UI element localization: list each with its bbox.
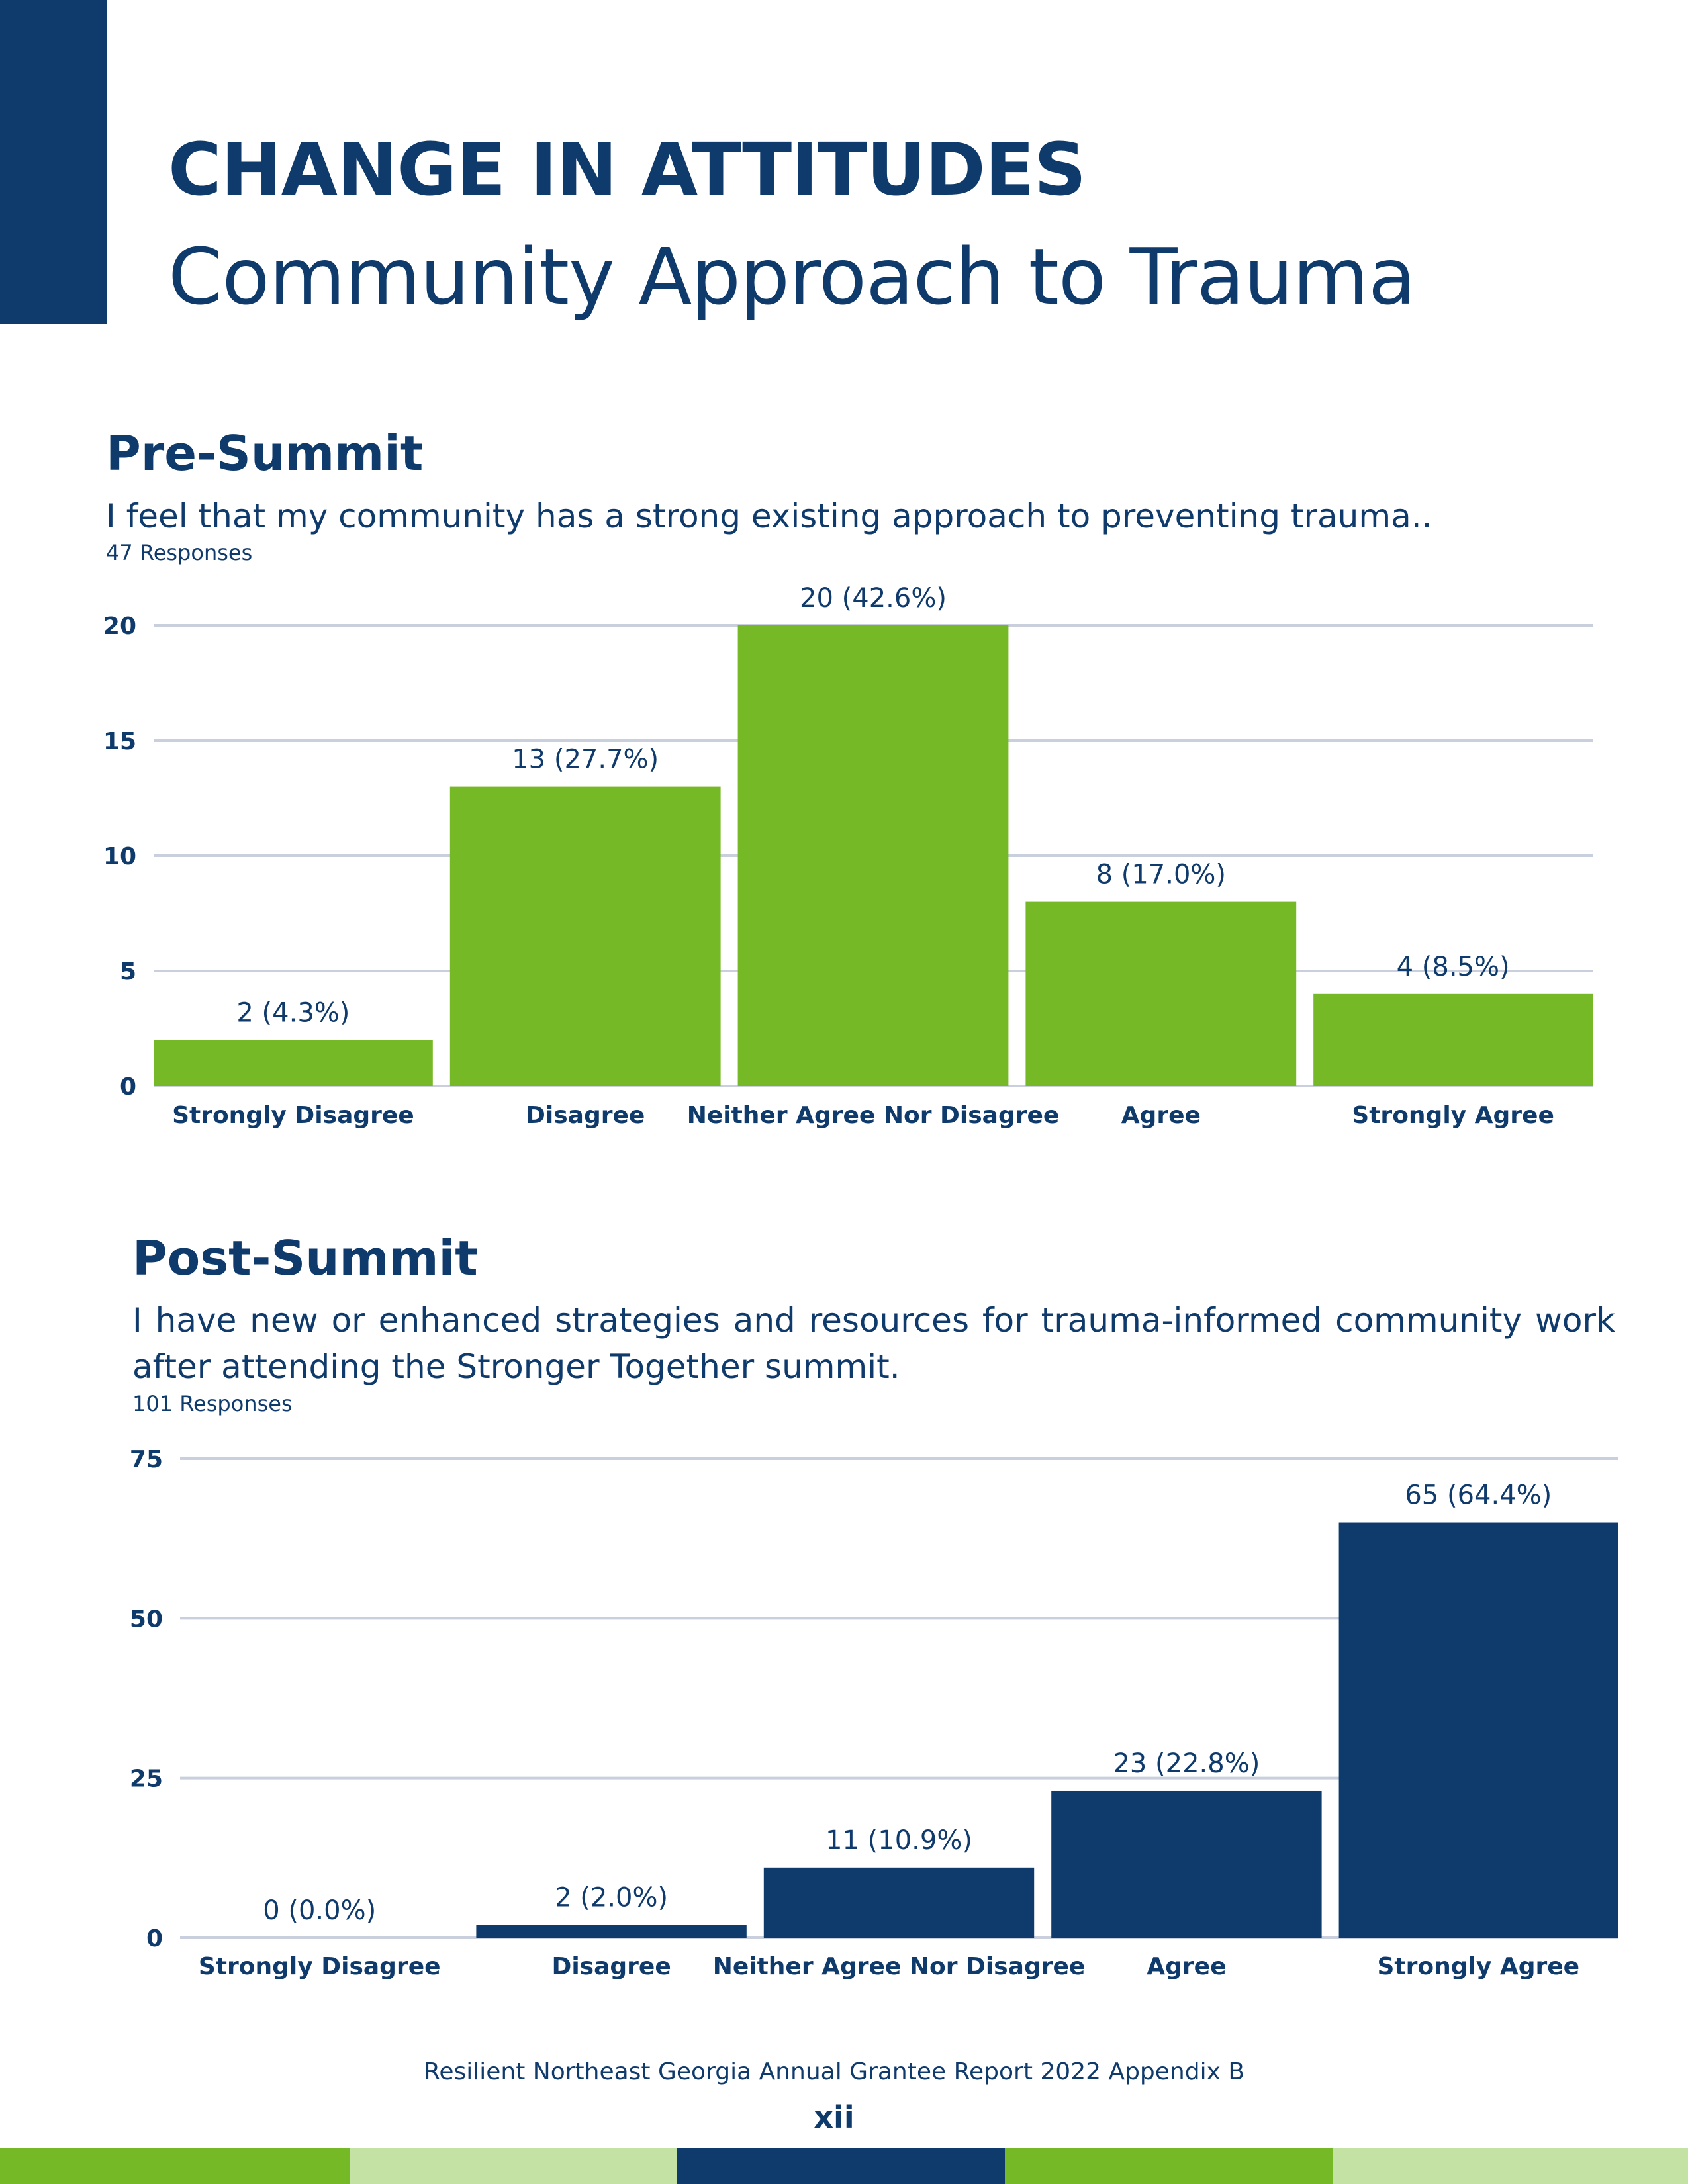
pre-summit-responses: 47 Responses <box>106 540 253 565</box>
pre-chart-y-tick-label: 5 <box>120 958 136 985</box>
post-chart-category-label: Strongly Disagree <box>199 1953 441 1980</box>
pre-chart-bar <box>449 786 721 1086</box>
pre-chart-y-tick-label: 20 <box>103 613 136 640</box>
pre-chart-data-label: 8 (17.0%) <box>1096 860 1226 890</box>
post-chart-y-tick-label: 50 <box>130 1606 163 1633</box>
pre-chart-data-label: 13 (27.7%) <box>512 745 659 775</box>
pre-summit-question: I feel that my community has a strong ex… <box>106 497 1432 535</box>
pre-chart-category-label: Strongly Disagree <box>172 1102 414 1129</box>
pre-chart-category-label: Strongly Agree <box>1352 1102 1554 1129</box>
bottom-color-strip <box>0 2148 1688 2184</box>
header-accent-bar <box>0 0 107 324</box>
post-chart-y-tick-label: 75 <box>130 1446 163 1473</box>
strip-segment-green <box>1005 2148 1333 2184</box>
post-chart-bar <box>763 1867 1035 1938</box>
post-chart-category-label: Agree <box>1147 1953 1226 1980</box>
footer-report-title: Resilient Northeast Georgia Annual Grant… <box>423 2058 1245 2085</box>
pre-chart-bar <box>1025 901 1297 1086</box>
pre-summit-bar-chart: 0 5 10 15 20 2 (4.3%) Strongly Disagree 13 (27.… <box>103 583 1593 1129</box>
post-summit-responses: 101 Responses <box>132 1391 293 1416</box>
post-chart-data-label: 23 (22.8%) <box>1113 1749 1260 1779</box>
post-chart-data-label: 11 (10.9%) <box>825 1825 972 1856</box>
post-chart-data-label: 2 (2.0%) <box>555 1883 668 1913</box>
pre-chart-bar <box>1313 993 1593 1086</box>
post-summit-question: I have new or enhanced strategies and re… <box>132 1301 1615 1386</box>
post-chart-data-label: 0 (0.0%) <box>263 1895 376 1926</box>
strip-segment-navy <box>677 2148 1005 2184</box>
pre-chart-bar <box>737 625 1009 1086</box>
pre-chart-data-label: 20 (42.6%) <box>800 583 947 614</box>
strip-segment-green <box>0 2148 350 2184</box>
post-chart-category-label: Neither Agree Nor Disagree <box>713 1953 1086 1980</box>
page-number: xii <box>814 2099 855 2135</box>
pre-chart-data-label: 2 (4.3%) <box>236 997 350 1028</box>
strip-segment-light-green <box>350 2148 677 2184</box>
post-summit-bar-chart: 0 25 50 75 0 (0.0%) Strongly Disagree 2 (2.0%)… <box>130 1446 1618 1980</box>
pre-chart-category-label: Agree <box>1121 1102 1201 1129</box>
post-chart-data-label: 65 (64.4%) <box>1405 1480 1552 1511</box>
pre-chart-y-tick-label: 0 <box>120 1073 136 1101</box>
pre-chart-category-label: Disagree <box>526 1102 645 1129</box>
post-chart-category-label: Strongly Agree <box>1378 1953 1580 1980</box>
pre-chart-y-tick-label: 15 <box>103 728 136 755</box>
page-title: CHANGE IN ATTITUDES <box>168 127 1086 212</box>
page-subtitle: Community Approach to Trauma <box>168 231 1416 322</box>
post-chart-bar <box>1338 1522 1618 1938</box>
post-chart-bar <box>476 1925 747 1938</box>
pre-chart-category-label: Neither Agree Nor Disagree <box>687 1102 1060 1129</box>
pre-chart-y-tick-label: 10 <box>103 843 136 870</box>
post-chart-y-tick-label: 25 <box>130 1766 163 1793</box>
pre-chart-data-label: 4 (8.5%) <box>1397 952 1510 982</box>
post-chart-category-label: Disagree <box>551 1953 671 1980</box>
pre-chart-bar <box>154 1040 433 1086</box>
post-summit-heading: Post-Summit <box>132 1230 478 1286</box>
pre-summit-heading: Pre-Summit <box>106 426 424 481</box>
post-chart-bar <box>1051 1790 1322 1938</box>
post-chart-y-tick-label: 0 <box>146 1925 163 1952</box>
strip-segment-light-green <box>1333 2148 1688 2184</box>
